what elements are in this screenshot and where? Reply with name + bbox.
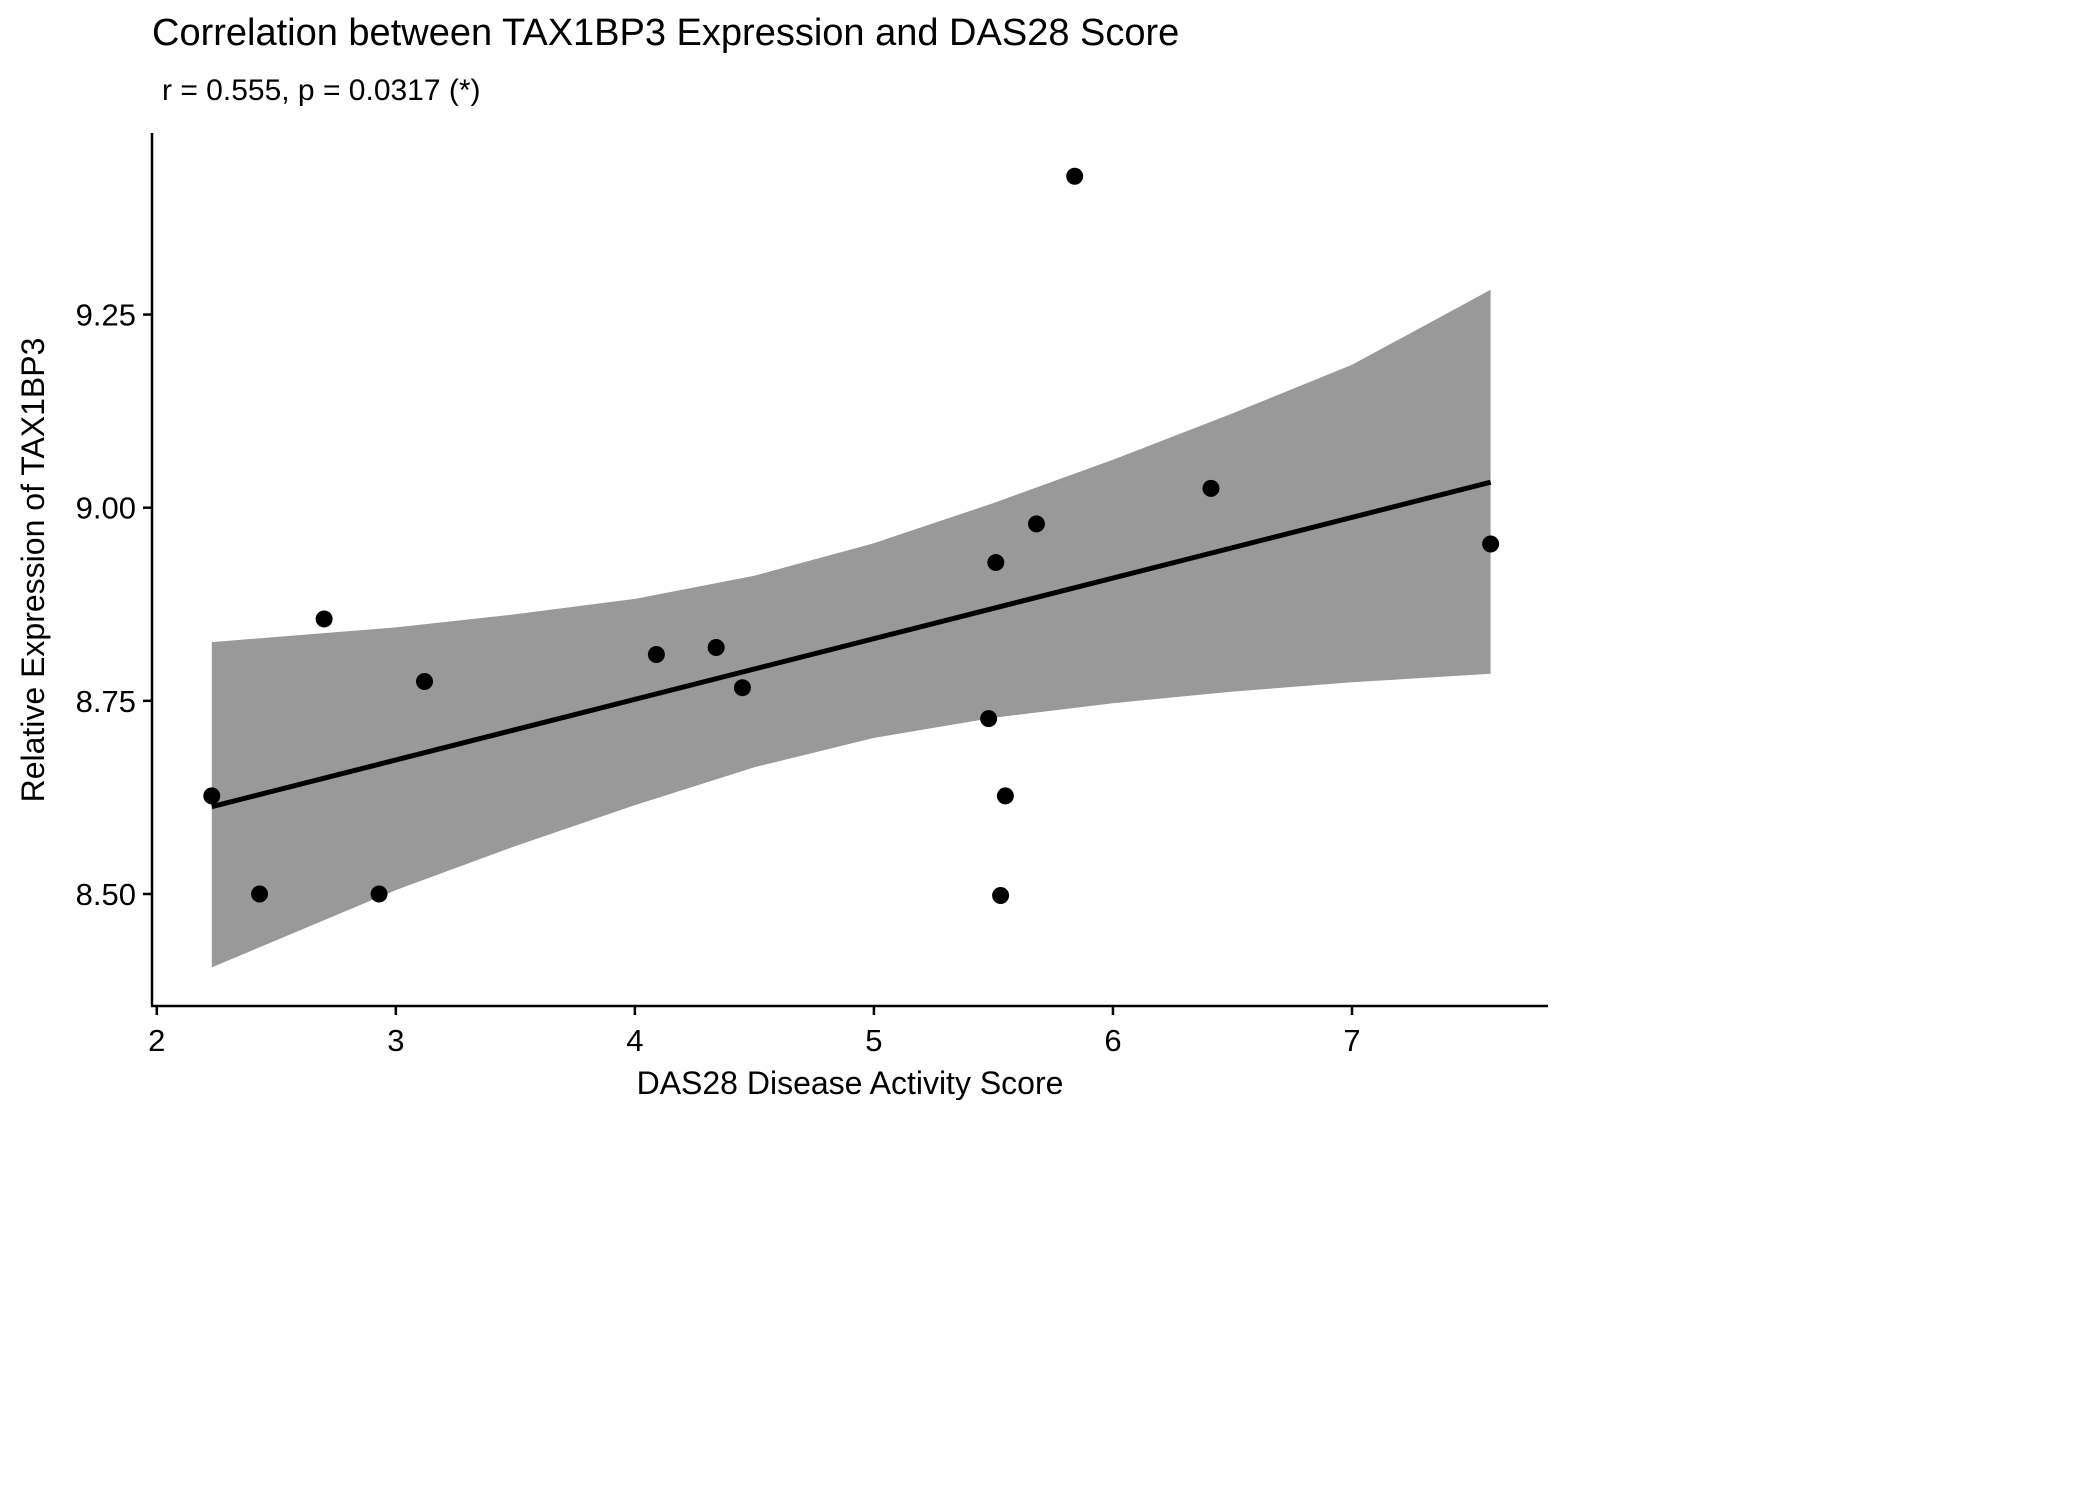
data-point [370, 885, 388, 903]
data-point [987, 554, 1005, 572]
data-point [1066, 167, 1084, 185]
data-point [992, 887, 1010, 905]
scatter-plot: 2 3 4 5 6 7 8.50 8.75 9.00 9.25 DAS28 Disease Act… [15, 133, 1548, 1100]
regression-line [211, 479, 1492, 810]
x-axis-title: DAS28 Disease Activity Score [637, 1065, 1064, 1100]
y-tick-label: 9.25 [76, 298, 136, 333]
data-point [203, 787, 221, 805]
data-points-layer [203, 167, 1500, 905]
y-tick-label: 9.00 [76, 491, 136, 526]
data-point [251, 885, 269, 903]
data-point [1202, 479, 1220, 497]
fit-line-layer [211, 479, 1492, 810]
data-point [647, 645, 665, 663]
data-point [1027, 515, 1045, 533]
data-point [733, 679, 751, 697]
y-tick-label: 8.50 [76, 877, 136, 912]
confidence-band [211, 289, 1491, 968]
y-tick-label: 8.75 [76, 684, 136, 719]
axis-labels-layer: DAS28 Disease Activity Score Relative Ex… [15, 338, 1063, 1100]
chart-subtitle: r = 0.555, p = 0.0317 (*) [162, 74, 481, 107]
data-point [707, 639, 725, 657]
axes-layer: 2 3 4 5 6 7 8.50 8.75 9.00 9.25 [76, 133, 1548, 1058]
data-point [996, 787, 1014, 805]
data-point [980, 710, 998, 728]
data-point [1482, 535, 1500, 553]
y-axis-title: Relative Expression of TAX1BP3 [15, 338, 51, 803]
confidence-band-layer [211, 289, 1491, 968]
x-tick-label: 3 [387, 1023, 404, 1058]
x-tick-label: 7 [1343, 1023, 1360, 1058]
chart-title: Correlation between TAX1BP3 Expression a… [152, 12, 1180, 54]
x-tick-label: 5 [865, 1023, 882, 1058]
x-tick-label: 4 [626, 1023, 643, 1058]
x-tick-label: 2 [148, 1023, 165, 1058]
data-point [315, 610, 333, 628]
data-point [416, 673, 434, 691]
x-tick-label: 6 [1104, 1023, 1121, 1058]
